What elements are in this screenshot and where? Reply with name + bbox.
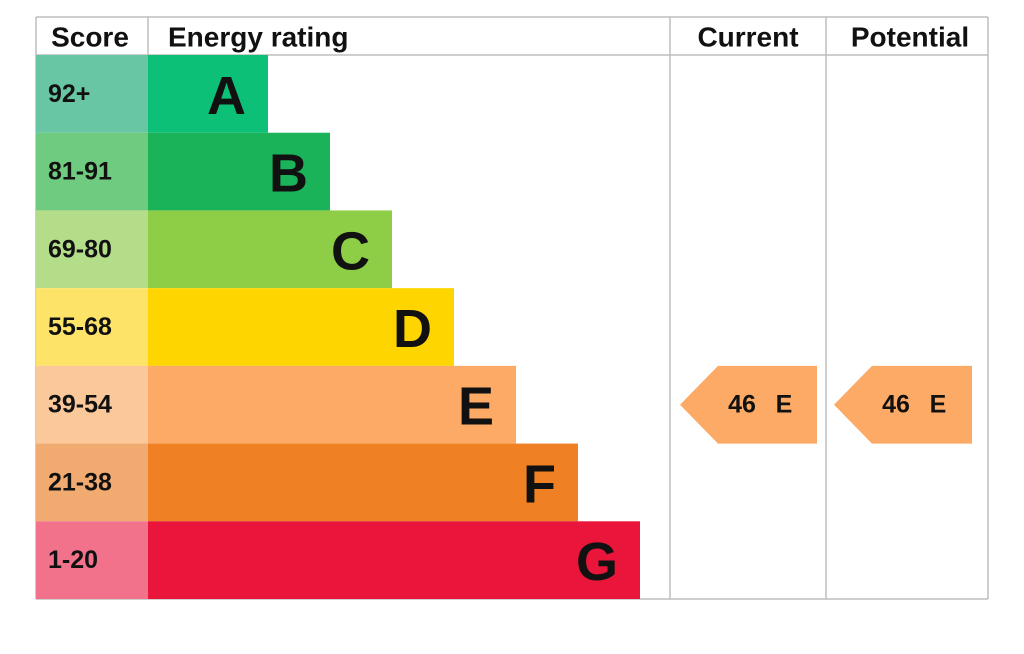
score-range: 92+ (48, 80, 90, 108)
score-range: 21-38 (48, 468, 112, 496)
header-potential: Potential (851, 22, 969, 53)
potential-rating: E (930, 391, 947, 419)
rating-bar (148, 288, 454, 366)
rating-letter: B (269, 144, 308, 204)
header-score: Score (51, 22, 129, 53)
potential-arrow (834, 365, 972, 444)
score-cell (36, 365, 148, 444)
score-cell (36, 443, 148, 522)
score-cell (36, 210, 148, 289)
rating-bar (148, 55, 268, 133)
score-range: 1-20 (48, 546, 98, 574)
current-arrow (680, 365, 817, 444)
rating-letter: E (458, 377, 494, 437)
rating-letter: C (331, 221, 370, 281)
score-range: 55-68 (48, 313, 112, 341)
rating-letter: F (523, 454, 556, 514)
rating-bar (148, 210, 392, 289)
current-score: 46 (728, 391, 756, 419)
score-range: 69-80 (48, 235, 112, 263)
score-cell (36, 55, 148, 133)
rating-letter: G (576, 532, 618, 592)
current-rating: E (776, 391, 793, 419)
score-cell (36, 132, 148, 211)
score-range: 39-54 (48, 391, 112, 419)
rating-letter: A (207, 66, 246, 126)
potential-score: 46 (882, 391, 910, 419)
rating-bar (148, 521, 640, 599)
score-cell (36, 288, 148, 366)
header-energy-rating: Energy rating (168, 22, 348, 53)
rating-bar (148, 365, 516, 444)
rating-letter: D (393, 299, 432, 359)
rating-bar (148, 132, 330, 211)
rating-bar (148, 443, 578, 522)
score-range: 81-91 (48, 158, 112, 186)
header-current: Current (697, 22, 798, 53)
score-cell (36, 521, 148, 599)
